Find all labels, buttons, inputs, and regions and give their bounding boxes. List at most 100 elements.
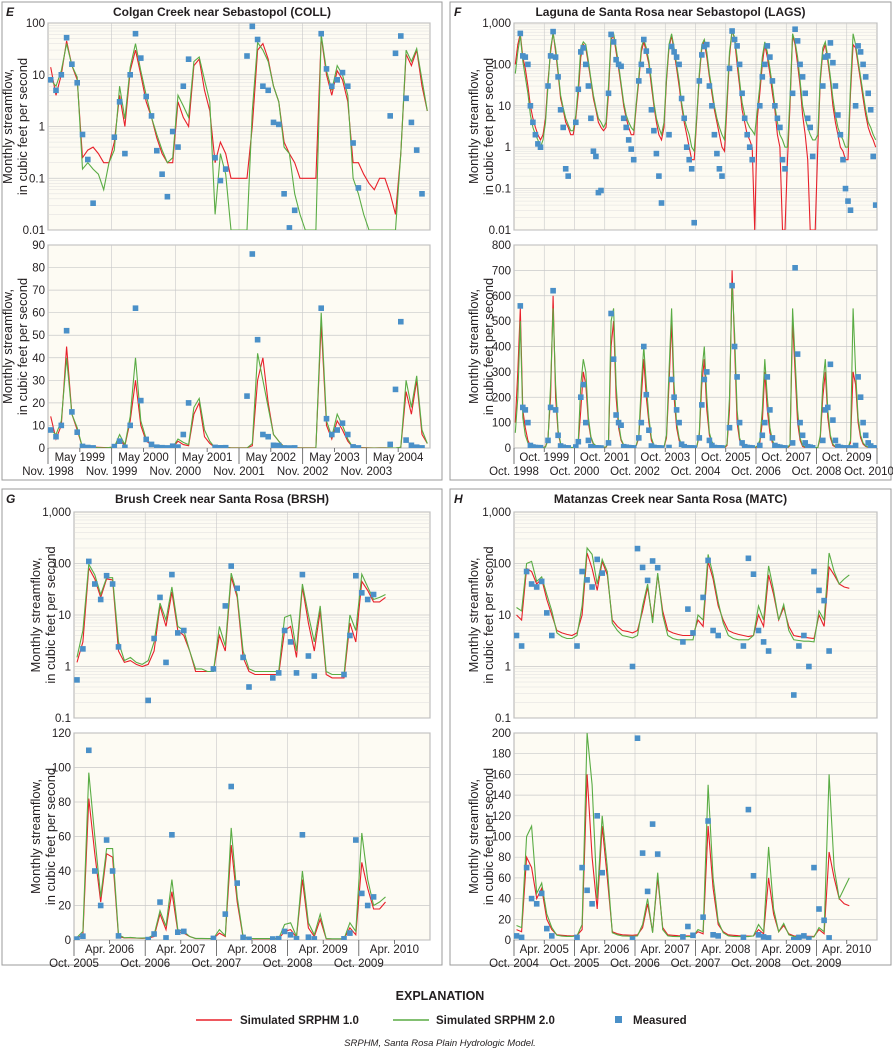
measured-point xyxy=(254,36,261,43)
y-axis-label: Monthly streamflow, xyxy=(466,779,481,894)
measured-point xyxy=(157,899,163,905)
measured-point xyxy=(830,417,836,423)
measured-point xyxy=(658,445,665,448)
measured-point xyxy=(759,74,766,80)
measured-point xyxy=(799,74,806,80)
measured-point xyxy=(847,445,854,448)
measured-point xyxy=(544,925,550,932)
measured-point xyxy=(653,150,660,157)
measured-point xyxy=(837,131,844,138)
measured-point xyxy=(701,376,708,383)
measured-point xyxy=(350,444,356,448)
measured-point xyxy=(767,407,773,413)
measured-point xyxy=(234,585,240,592)
measured-point xyxy=(228,563,234,569)
measured-point xyxy=(63,34,70,41)
measured-point xyxy=(164,193,171,200)
measured-point xyxy=(522,54,529,60)
measured-point xyxy=(311,936,318,940)
series-line-srphm1 xyxy=(50,36,428,215)
measured-point xyxy=(736,419,743,426)
y-tick-label: 20 xyxy=(58,901,71,913)
measured-point xyxy=(862,74,869,80)
y-tick-label: 30 xyxy=(32,375,45,387)
measured-point xyxy=(555,432,561,439)
x-tick-label: May 2003 xyxy=(309,452,360,464)
y-axis-label: in cubic feet per second xyxy=(481,768,496,905)
measured-point xyxy=(514,933,520,939)
y-tick-label: 400 xyxy=(492,342,511,354)
measured-point xyxy=(281,445,287,448)
measured-point xyxy=(270,119,277,126)
measured-point xyxy=(734,374,740,380)
y-axis-label: Monthly streamflow, xyxy=(28,779,43,894)
measured-point xyxy=(555,74,561,80)
measured-point xyxy=(525,419,531,426)
measured-point xyxy=(706,437,713,444)
x-tick-label: Apr. 2007 xyxy=(641,944,690,956)
measured-point xyxy=(654,564,661,571)
measured-point xyxy=(127,422,133,429)
y-tick-label: 80 xyxy=(498,852,511,864)
measured-point xyxy=(579,568,585,575)
measured-point xyxy=(116,99,123,105)
measured-point xyxy=(671,394,677,400)
y-tick-label: 0.01 xyxy=(489,225,511,237)
measured-point xyxy=(109,581,116,587)
measured-point xyxy=(547,404,554,411)
measured-point xyxy=(649,558,656,564)
measured-point xyxy=(636,78,642,84)
measured-point xyxy=(574,643,580,649)
measured-point xyxy=(832,83,839,89)
measured-point xyxy=(359,890,365,897)
measured-point xyxy=(180,83,187,89)
measured-point xyxy=(157,594,163,601)
measured-point xyxy=(403,437,409,443)
measured-point xyxy=(641,36,647,43)
measured-point xyxy=(634,735,641,741)
measured-point xyxy=(625,137,632,143)
measured-point xyxy=(318,30,324,37)
measured-point xyxy=(281,191,287,197)
measured-point xyxy=(680,934,686,940)
measured-point xyxy=(630,156,637,163)
measured-point xyxy=(731,343,738,350)
measured-point xyxy=(807,124,813,131)
measured-point xyxy=(666,444,672,448)
y-tick-label: 1 xyxy=(65,662,71,674)
measured-point xyxy=(613,412,619,418)
x-tick-label: Oct. 2005 xyxy=(701,452,751,464)
y-tick-label: 120 xyxy=(492,811,511,823)
measured-point xyxy=(755,627,762,634)
measured-point xyxy=(594,556,600,563)
measured-point xyxy=(860,61,866,68)
measured-point xyxy=(403,95,409,102)
measured-point xyxy=(639,850,646,856)
measured-point xyxy=(750,571,757,577)
measured-point xyxy=(212,444,218,448)
measured-point xyxy=(287,932,294,938)
y-tick-label: 0.1 xyxy=(495,184,511,196)
y-tick-label: 200 xyxy=(492,728,511,740)
measured-point xyxy=(744,131,750,138)
measured-point xyxy=(641,343,647,350)
y-tick-label: 1 xyxy=(505,662,511,674)
y-tick-label: 100 xyxy=(26,18,45,30)
measured-point xyxy=(656,173,662,179)
measured-point xyxy=(762,419,768,426)
y-tick-label: 1 xyxy=(39,122,45,134)
measured-point xyxy=(364,902,371,909)
measured-point xyxy=(63,327,70,334)
measured-point xyxy=(143,93,149,100)
measured-point xyxy=(392,50,399,57)
measured-point xyxy=(79,443,86,448)
measured-point xyxy=(260,83,266,89)
x-tick-label: Oct. 2006 xyxy=(610,958,660,970)
measured-point xyxy=(222,603,229,609)
x-tick-label: Apr. 2010 xyxy=(370,944,419,956)
log-plot-h: 0.1 1 10 100 1,000 Monthly streamflow, in cubi… xyxy=(466,507,878,725)
y-tick-label: 0 xyxy=(39,443,45,455)
measured-point xyxy=(523,568,530,575)
measured-point xyxy=(562,166,569,172)
measured-point xyxy=(852,442,859,448)
